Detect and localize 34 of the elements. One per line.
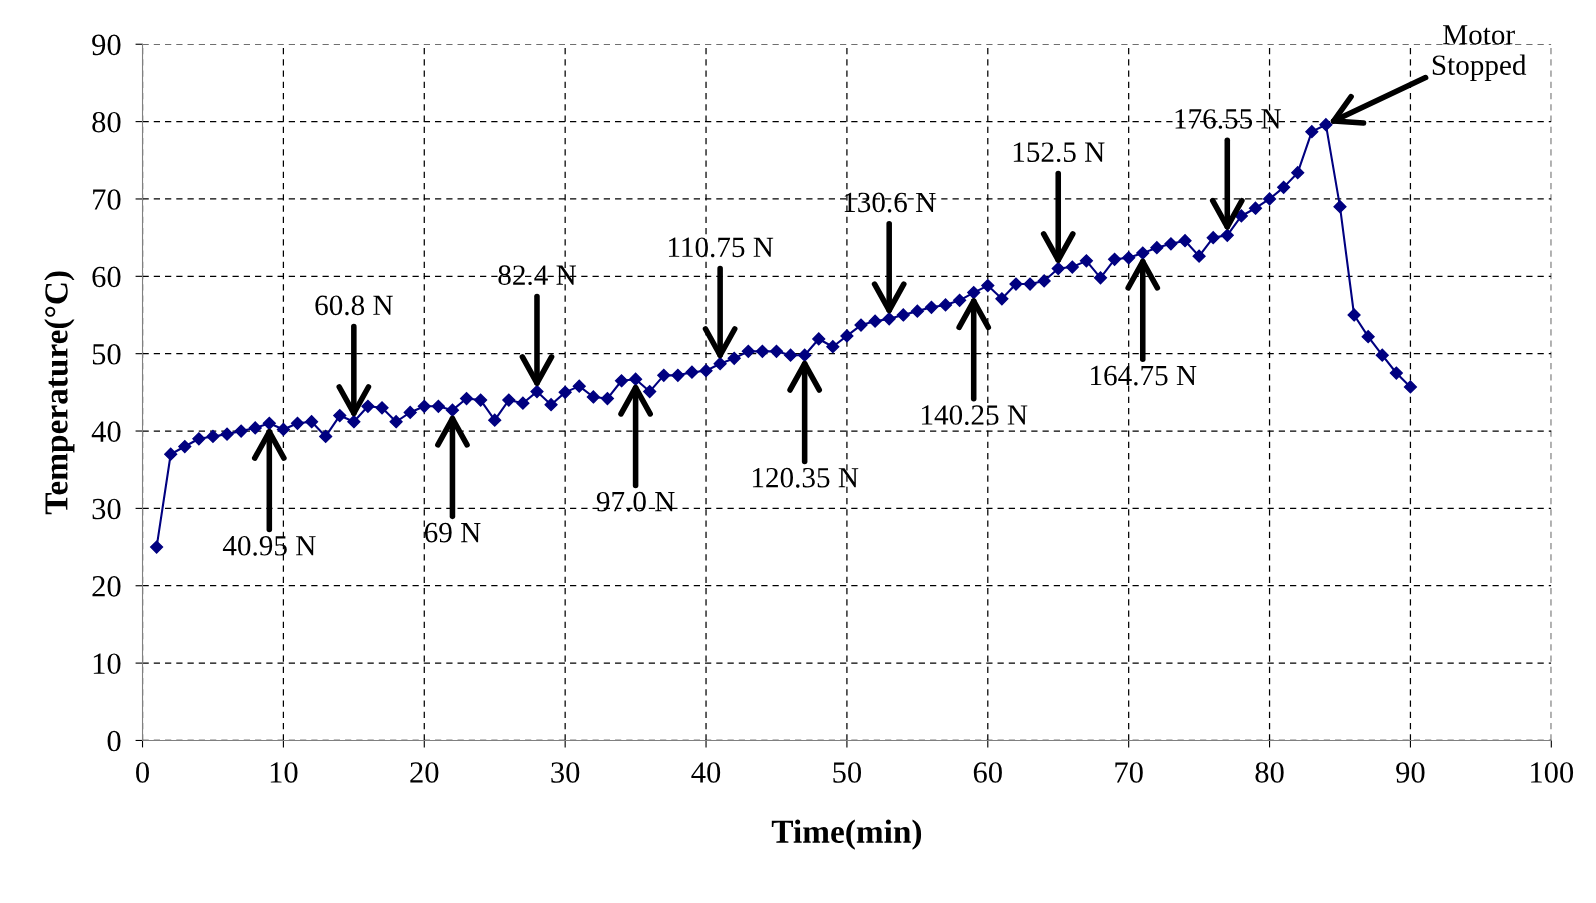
y-tick-label: 50 bbox=[92, 343, 121, 365]
y-tick-label: 10 bbox=[93, 653, 121, 675]
x-tick-label: 50 bbox=[833, 762, 862, 783]
y-tick-label: 20 bbox=[92, 576, 121, 597]
annotation: 176.55 N bbox=[1175, 109, 1281, 129]
x-tick-label: 30 bbox=[551, 762, 580, 783]
y-axis-title: Temperature(°C) bbox=[44, 271, 75, 515]
y-tick-label: 90 bbox=[92, 34, 121, 56]
x-tick-label: 90 bbox=[1396, 762, 1425, 783]
annotation: 140.25 N bbox=[921, 405, 1028, 425]
y-tick-label: 40 bbox=[91, 421, 121, 442]
y-tick-label: 60 bbox=[92, 266, 121, 288]
annotation: 110.75 N bbox=[668, 237, 774, 258]
x-tick-label: 0 bbox=[136, 762, 149, 783]
y-tick-label: 80 bbox=[92, 111, 121, 133]
annotation: 120.35 N bbox=[752, 467, 859, 488]
x-tick-label: 60 bbox=[973, 762, 1002, 783]
annotation: 60.8 N bbox=[315, 295, 393, 316]
x-axis-title: Time(min) bbox=[771, 819, 922, 850]
x-tick-label: 40 bbox=[691, 762, 721, 783]
y-tick-label: 30 bbox=[92, 498, 121, 520]
x-tick-label: 80 bbox=[1255, 762, 1284, 783]
annotation: 40.95 N bbox=[222, 535, 316, 556]
x-tick-label: 20 bbox=[410, 762, 439, 783]
x-tick-label: 70 bbox=[1115, 762, 1143, 783]
annotation: Motor Stopped bbox=[1432, 25, 1527, 81]
y-tick-label: 0 bbox=[107, 730, 121, 752]
annotation: 69 N bbox=[424, 522, 481, 543]
annotation: 97.0 N bbox=[596, 491, 675, 512]
annotation: 164.75 N bbox=[1091, 365, 1197, 386]
annotation: 152.5 N bbox=[1013, 142, 1105, 163]
x-tick-label: 10 bbox=[270, 762, 298, 783]
y-tick-label: 70 bbox=[93, 189, 121, 210]
x-tick-label: 100 bbox=[1531, 762, 1574, 783]
